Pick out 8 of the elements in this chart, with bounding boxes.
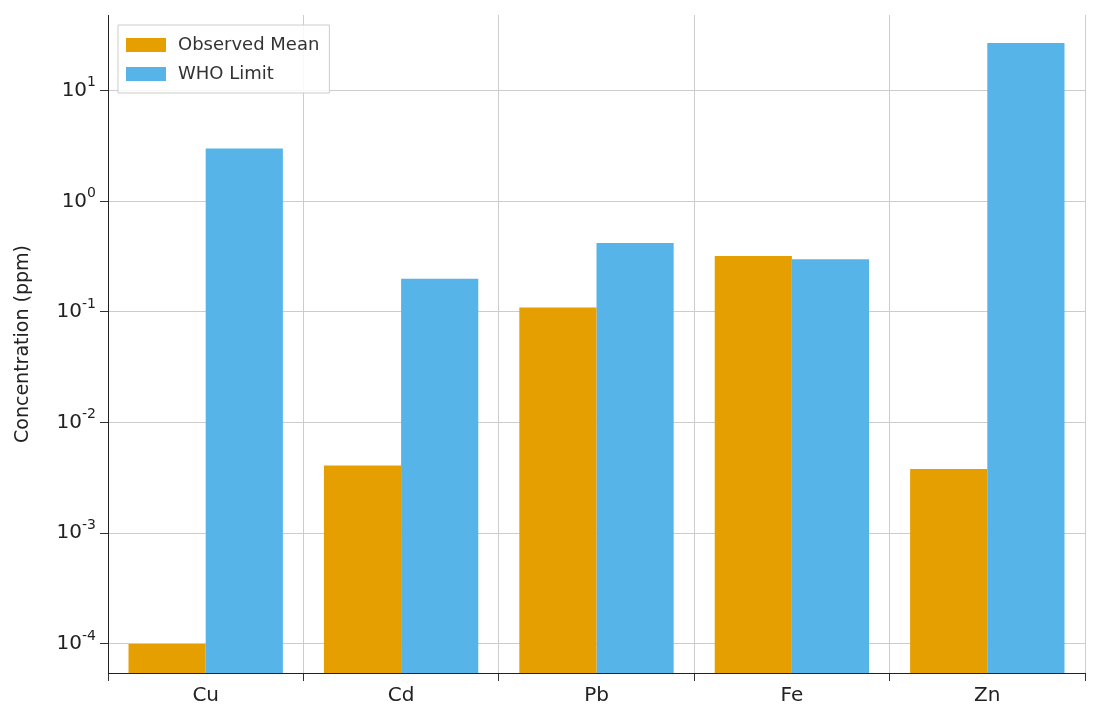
- x-tick-label: Pb: [584, 682, 609, 707]
- x-tick-label: Cd: [387, 682, 415, 707]
- x-tick-label: Fe: [780, 682, 804, 707]
- x-tick-label: Cu: [192, 682, 220, 707]
- x-tick-label: Zn: [974, 682, 1001, 707]
- legend-label: WHO Limit: [178, 61, 274, 83]
- legend-label: Observed Mean: [178, 32, 320, 54]
- y-axis-title: Concentration (ppm): [10, 245, 33, 443]
